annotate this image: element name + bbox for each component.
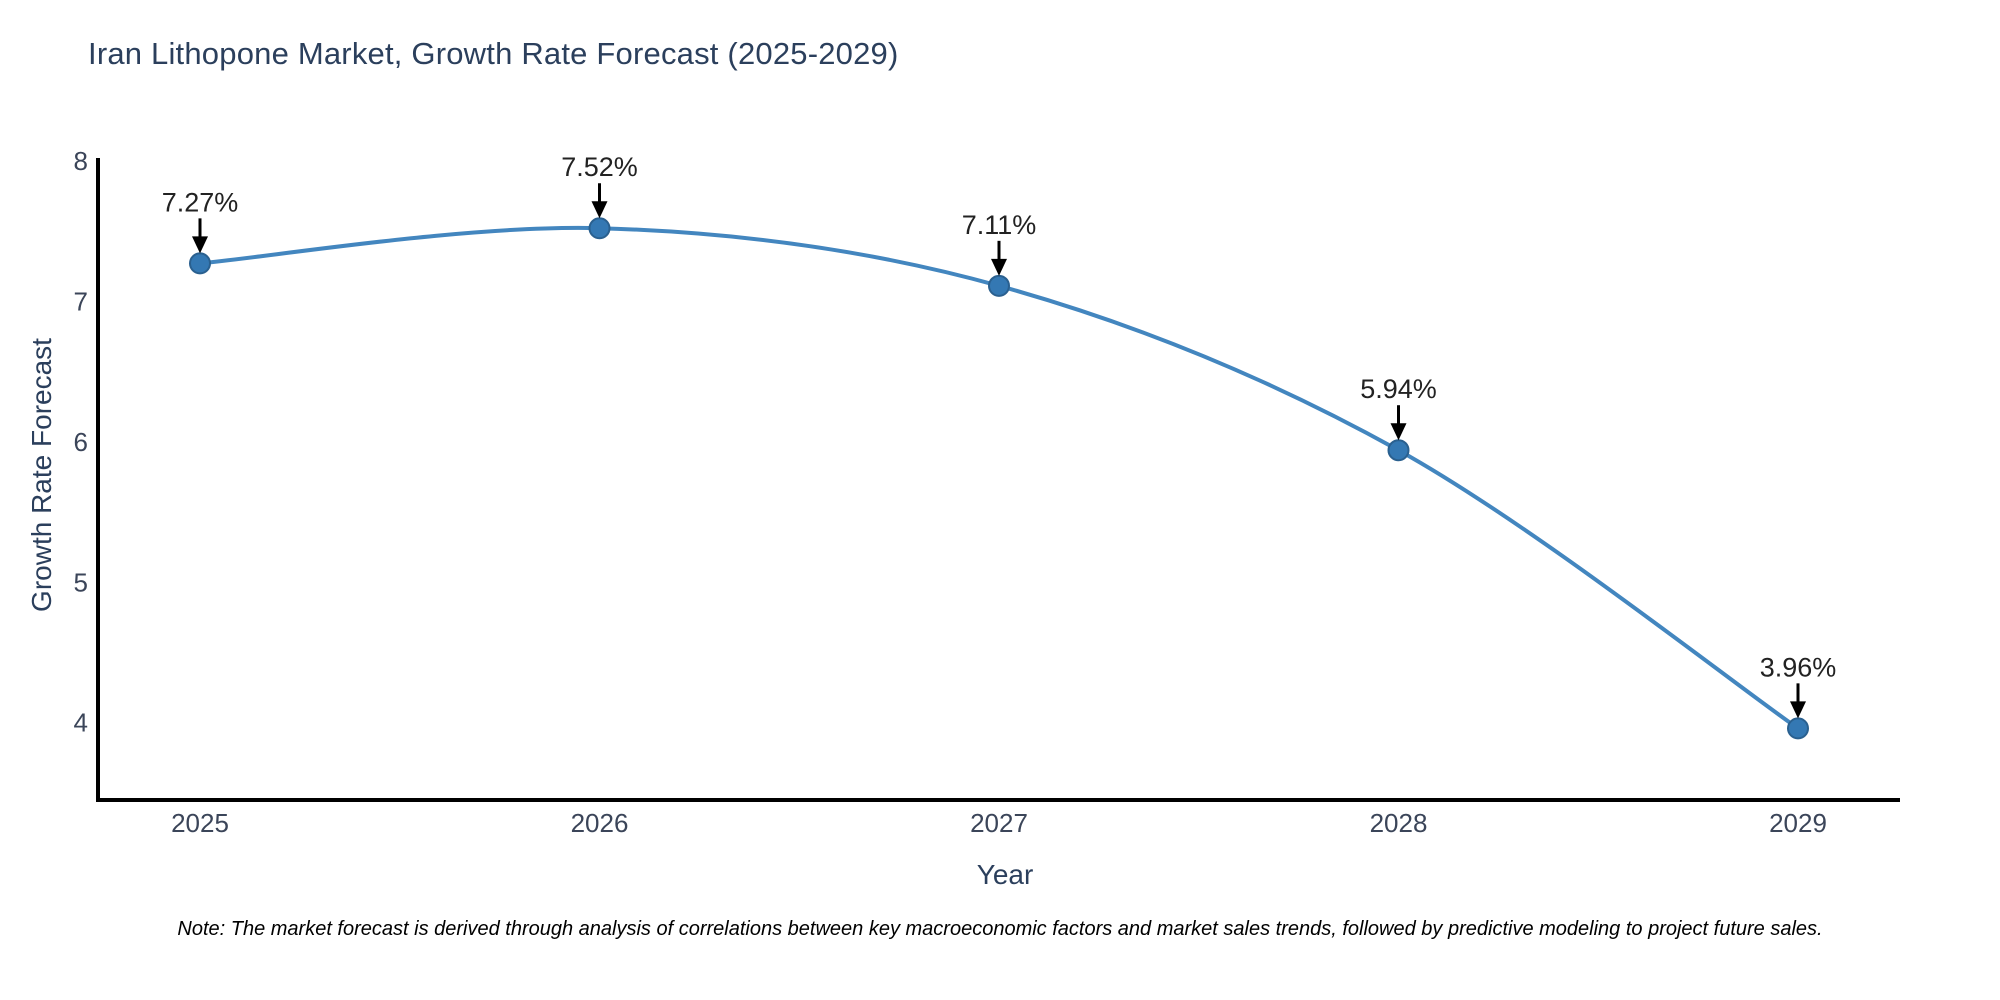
x-axis-title: Year xyxy=(976,859,1034,890)
annotation-arrowhead-icon xyxy=(1790,701,1806,719)
chart-title: Iran Lithopone Market, Growth Rate Forec… xyxy=(88,36,899,71)
y-tick-label: 4 xyxy=(74,708,88,738)
annotation-label: 5.94% xyxy=(1360,374,1437,404)
x-tick-label: 2028 xyxy=(1370,808,1428,838)
y-tick-label: 5 xyxy=(74,567,88,597)
annotation-arrowhead-icon xyxy=(591,201,608,219)
y-tick-label: 6 xyxy=(74,427,88,457)
footnote: Note: The market forecast is derived thr… xyxy=(177,918,1823,940)
annotation-arrowhead-icon xyxy=(991,258,1007,276)
annotation-label: 3.96% xyxy=(1760,652,1837,682)
x-tick-label: 2027 xyxy=(970,808,1028,838)
y-tick-label: 8 xyxy=(74,146,88,176)
data-point-marker xyxy=(988,274,1010,297)
data-point-marker xyxy=(189,252,211,275)
annotation-label: 7.27% xyxy=(162,187,239,217)
x-tick-label: 2025 xyxy=(171,808,229,838)
x-tick-label: 2026 xyxy=(571,808,629,838)
data-point-marker xyxy=(1787,717,1809,740)
annotation-arrowhead-icon xyxy=(1390,423,1407,441)
data-point-marker xyxy=(588,217,611,240)
annotation-label: 7.11% xyxy=(962,210,1037,240)
annotation-arrowhead-icon xyxy=(192,236,208,254)
trend-line xyxy=(199,225,1800,731)
data-point-marker xyxy=(1387,439,1410,462)
x-tick-label: 2029 xyxy=(1769,808,1827,838)
y-axis-title: Growth Rate Forecast xyxy=(26,338,57,612)
annotation-label: 7.52% xyxy=(561,152,638,182)
y-tick-label: 7 xyxy=(74,286,88,316)
